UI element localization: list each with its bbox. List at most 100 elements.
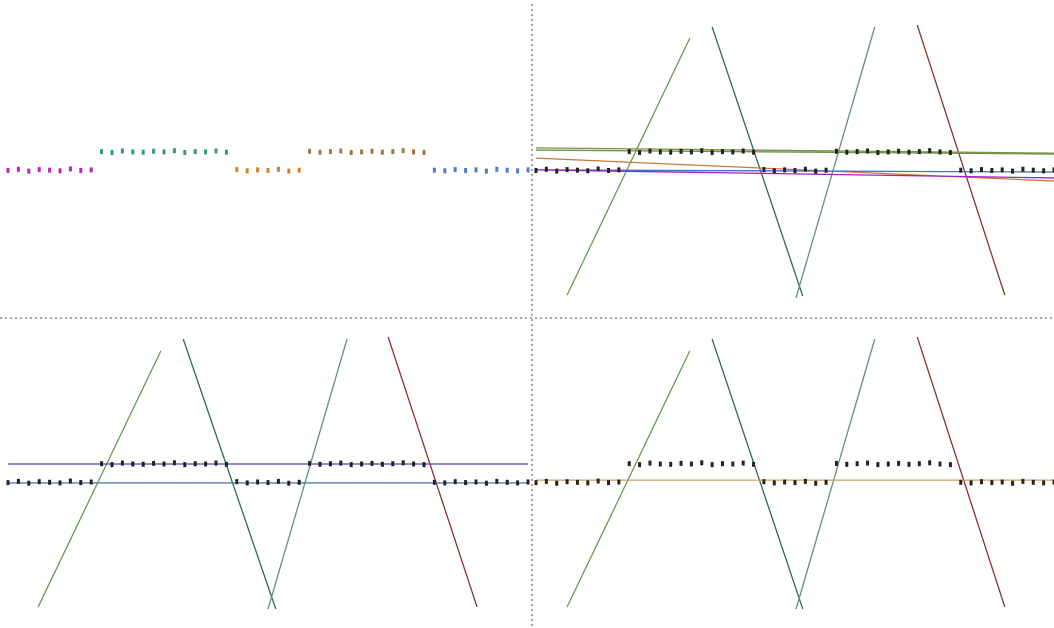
- signal-point: [866, 148, 870, 154]
- signal-point: [328, 461, 332, 467]
- fit-line: [795, 26, 876, 299]
- signal-point: [484, 168, 488, 174]
- signal-point: [990, 480, 994, 486]
- signal-point: [948, 462, 952, 468]
- signal-point: [990, 168, 994, 173]
- signal-point: [360, 461, 364, 467]
- signal-point: [575, 167, 579, 173]
- signal-point: [658, 461, 662, 467]
- signal-point: [526, 167, 530, 173]
- signal-point: [516, 168, 520, 174]
- signal-point: [928, 148, 932, 154]
- signal-point: [516, 480, 520, 486]
- signal-point: [1052, 479, 1054, 485]
- signal-point: [575, 479, 579, 485]
- signal-point: [318, 149, 322, 155]
- signal-point: [6, 168, 10, 173]
- signal-point: [401, 460, 405, 466]
- signal-point: [79, 168, 83, 173]
- signal-point: [648, 460, 652, 466]
- signal-point: [824, 479, 828, 485]
- signal-point: [907, 149, 911, 155]
- signal-point: [370, 148, 374, 154]
- signal-point: [152, 460, 156, 466]
- signal-point: [37, 167, 41, 173]
- fit-line: [916, 24, 1006, 296]
- signal-point: [607, 480, 611, 486]
- signal-point: [256, 479, 260, 485]
- signal-point: [453, 167, 457, 173]
- signal-point: [1000, 167, 1004, 173]
- signal-point: [1042, 480, 1046, 486]
- signal-point: [183, 462, 187, 468]
- signal-point: [658, 149, 662, 155]
- signal-point: [586, 480, 590, 486]
- signal-point: [948, 150, 952, 156]
- signal-point: [287, 480, 291, 486]
- signal-point: [834, 460, 838, 466]
- signal-point: [349, 462, 353, 468]
- fit-line: [795, 338, 876, 610]
- signal-point: [443, 168, 447, 174]
- signal-point: [193, 149, 197, 155]
- signal-point: [89, 479, 93, 485]
- signal-point: [752, 149, 756, 155]
- signal-point: [79, 480, 83, 486]
- signal-point: [297, 479, 301, 485]
- signal-point: [834, 148, 838, 154]
- signal-point: [565, 167, 569, 173]
- signal-point: [110, 462, 114, 468]
- signal-point: [443, 480, 447, 486]
- signal-point: [110, 150, 114, 156]
- signal-point: [845, 149, 849, 155]
- fit-line: [711, 338, 804, 610]
- signal-point: [897, 460, 901, 466]
- signal-point: [969, 168, 973, 174]
- signal-point: [1031, 479, 1035, 485]
- signal-point: [308, 460, 312, 466]
- signal-point: [886, 461, 890, 467]
- signal-point: [141, 149, 145, 155]
- signal-point: [752, 461, 756, 467]
- signal-point: [741, 460, 745, 466]
- signal-point: [224, 149, 228, 155]
- fit-line: [535, 149, 1054, 155]
- signal-point: [855, 149, 859, 155]
- signal-point: [845, 461, 849, 467]
- signal-point: [793, 480, 797, 486]
- signal-point: [710, 150, 714, 156]
- signal-point: [474, 479, 478, 485]
- signal-point: [969, 480, 973, 486]
- signal-point: [855, 461, 859, 467]
- fit-line: [387, 336, 478, 608]
- signal-point: [68, 166, 72, 172]
- signal-point: [1031, 167, 1035, 173]
- signal-point: [555, 480, 559, 486]
- signal-point: [68, 478, 72, 484]
- signal-point: [401, 148, 405, 154]
- signal-point: [720, 461, 724, 467]
- signal-point: [793, 168, 797, 173]
- signal-point: [607, 168, 611, 173]
- signal-point: [689, 149, 693, 155]
- signal-point: [204, 149, 208, 155]
- signal-point: [1021, 166, 1025, 172]
- signal-point: [979, 479, 983, 485]
- signal-point: [627, 461, 631, 467]
- signal-point: [412, 149, 416, 155]
- signal-point: [328, 149, 332, 155]
- signal-point: [120, 148, 124, 154]
- signal-point: [689, 461, 693, 467]
- signal-point: [876, 150, 880, 156]
- signal-point: [16, 166, 20, 172]
- signal-point: [814, 480, 818, 486]
- signal-point: [412, 461, 416, 467]
- signal-point: [596, 478, 600, 484]
- signal-point: [391, 149, 395, 155]
- signal-point: [100, 461, 104, 467]
- signal-point: [380, 461, 384, 467]
- signal-point: [907, 461, 911, 467]
- fit-line: [267, 338, 348, 610]
- signal-point: [1011, 480, 1015, 486]
